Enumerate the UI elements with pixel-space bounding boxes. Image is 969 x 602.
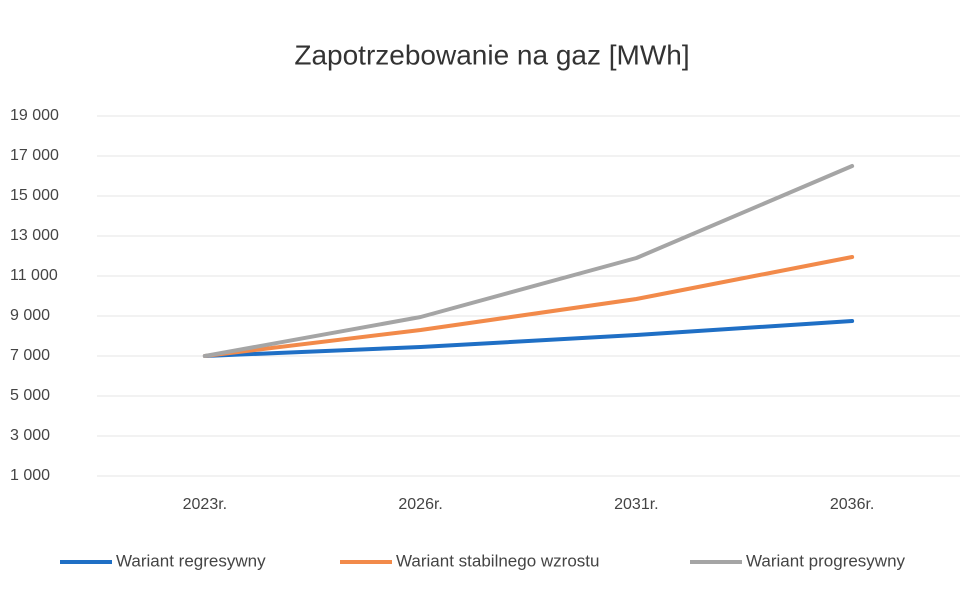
y-tick-label: 1 000 <box>10 467 50 484</box>
series-line <box>202 164 855 358</box>
y-tick-label: 15 000 <box>10 187 59 204</box>
y-tick-label: 3 000 <box>10 427 50 444</box>
y-tick-label: 17 000 <box>10 147 59 164</box>
chart-title: Zapotrzebowanie na gaz [MWh] <box>294 39 689 70</box>
series-line <box>202 319 855 358</box>
legend-label: Wariant regresywny <box>116 551 266 570</box>
x-tick-label: 2036r. <box>830 496 874 513</box>
series-line <box>202 255 855 358</box>
legend-label: Wariant stabilnego wzrostu <box>396 551 599 570</box>
y-tick-label: 19 000 <box>10 107 59 124</box>
y-tick-label: 13 000 <box>10 227 59 244</box>
x-tick-label: 2031r. <box>614 496 658 513</box>
y-tick-label: 11 000 <box>10 267 58 284</box>
x-tick-label: 2026r. <box>398 496 442 513</box>
y-tick-label: 7 000 <box>10 347 50 364</box>
y-tick-label: 9 000 <box>10 307 50 324</box>
legend-label: Wariant progresywny <box>746 551 906 570</box>
x-tick-label: 2023r. <box>183 496 227 513</box>
y-tick-label: 5 000 <box>10 387 50 404</box>
